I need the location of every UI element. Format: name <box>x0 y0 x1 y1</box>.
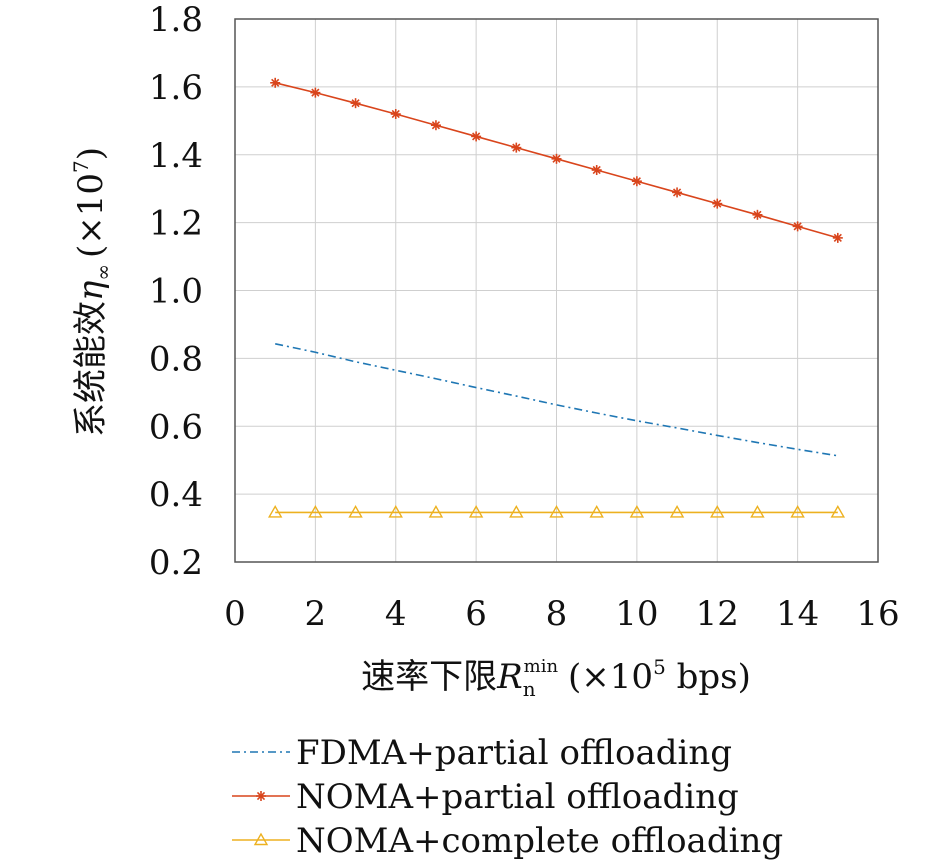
y-tick-label-3: 0.8 <box>149 339 203 379</box>
data-point-2-0 <box>267 505 283 518</box>
y-tick-label-0: 0.2 <box>149 543 203 583</box>
series-layer <box>267 77 846 518</box>
x-tick-label-5: 10 <box>615 594 658 634</box>
x-tick-label-4: 8 <box>546 594 568 634</box>
data-point-2-6 <box>509 505 524 518</box>
legend-entry-1: NOMA+partial offloading <box>232 777 739 817</box>
data-point-2-13 <box>790 505 805 518</box>
data-point-1-0 <box>270 77 281 88</box>
x-tick-label-6: 12 <box>696 594 739 634</box>
y-tick-label-5: 1.2 <box>149 204 203 244</box>
y-axis-label-prefix: 系统能效 <box>71 301 111 437</box>
y-axis-label: 系统能效η∞ (×107) <box>69 147 115 437</box>
data-point-2-9 <box>629 505 645 518</box>
data-point-1-9 <box>631 176 642 187</box>
y-tick-label-7: 1.6 <box>149 68 203 108</box>
legend-entry-2: NOMA+complete offloading <box>232 821 783 861</box>
x-tick-label-1: 2 <box>305 594 327 634</box>
x-axis-label-superscript: min <box>524 656 559 677</box>
legend-label-0: FDMA+partial offloading <box>296 733 732 773</box>
y-axis-label-unit-close: ) <box>71 147 111 160</box>
data-point-1-13 <box>792 221 803 232</box>
series-0 <box>275 342 838 457</box>
data-point-2-4 <box>428 505 444 518</box>
y-axis-label-subscript: ∞ <box>91 264 115 281</box>
data-point-1-5 <box>471 131 482 142</box>
y-tick-label-1: 0.4 <box>149 475 203 515</box>
data-point-1-8 <box>591 165 602 176</box>
data-point-1-11 <box>712 198 723 209</box>
data-point-1-12 <box>752 209 763 220</box>
data-point-2-8 <box>589 505 604 518</box>
data-point-1-10 <box>672 187 683 198</box>
data-point-2-14 <box>830 505 846 518</box>
series-line-0 <box>275 342 838 457</box>
data-point-1-14 <box>832 232 843 243</box>
data-point-2-5 <box>468 505 484 518</box>
x-axis-label-unit-open: (×10 <box>568 657 653 697</box>
y-axis-label-symbol: η <box>71 280 111 301</box>
x-axis-label-prefix: 速率下限 <box>361 657 497 697</box>
legend-marker-2 <box>253 832 269 846</box>
data-point-1-4 <box>430 120 441 131</box>
y-tick-label-4: 1.0 <box>149 272 203 312</box>
x-axis-label-subscript: n <box>523 677 536 701</box>
plot-frame <box>234 18 879 563</box>
data-point-2-7 <box>549 505 564 518</box>
series-2 <box>267 505 846 518</box>
y-tick-label-8: 1.8 <box>149 0 203 40</box>
y-tick-label-6: 1.4 <box>149 136 203 176</box>
data-point-2-1 <box>308 505 323 518</box>
data-point-1-1 <box>310 87 321 98</box>
series-1 <box>270 77 843 243</box>
data-point-1-3 <box>390 109 401 120</box>
x-axis-label-unit-exp: 5 <box>653 655 666 679</box>
x-axis-label-unit-close: bps) <box>666 657 751 697</box>
tick-labels: 0 2 4 6 8 10 12 14 16 0.2 0.4 0.6 0.8 1.0 1.2 1.4 1.6 1.8 <box>149 0 900 634</box>
legend-label-2: NOMA+complete offloading <box>296 821 783 861</box>
x-tick-label-7: 14 <box>776 594 819 634</box>
legend-entry-0: FDMA+partial offloading <box>232 733 732 773</box>
x-tick-label-2: 4 <box>385 594 407 634</box>
legend-label-1: NOMA+partial offloading <box>296 777 739 817</box>
legend-marker-1 <box>256 791 266 801</box>
x-tick-label-0: 0 <box>224 594 246 634</box>
x-tick-label-3: 6 <box>465 594 487 634</box>
data-point-2-10 <box>669 505 685 518</box>
grid <box>234 18 879 563</box>
data-point-2-12 <box>750 505 765 518</box>
y-axis-label-unit-open: (×10 <box>71 173 111 258</box>
x-axis-label: 速率下限Rnmin (×105 bps) <box>361 655 751 701</box>
x-tick-label-8: 16 <box>856 594 899 634</box>
y-tick-label-2: 0.6 <box>149 407 203 447</box>
data-point-2-3 <box>388 505 403 518</box>
data-point-2-2 <box>348 505 363 518</box>
data-point-1-2 <box>350 98 361 109</box>
data-point-1-7 <box>551 153 562 164</box>
x-axis-label-symbol: R <box>496 657 523 697</box>
data-point-2-11 <box>710 505 725 518</box>
data-point-1-6 <box>511 142 522 153</box>
y-axis-label-unit-exp: 7 <box>69 160 93 173</box>
